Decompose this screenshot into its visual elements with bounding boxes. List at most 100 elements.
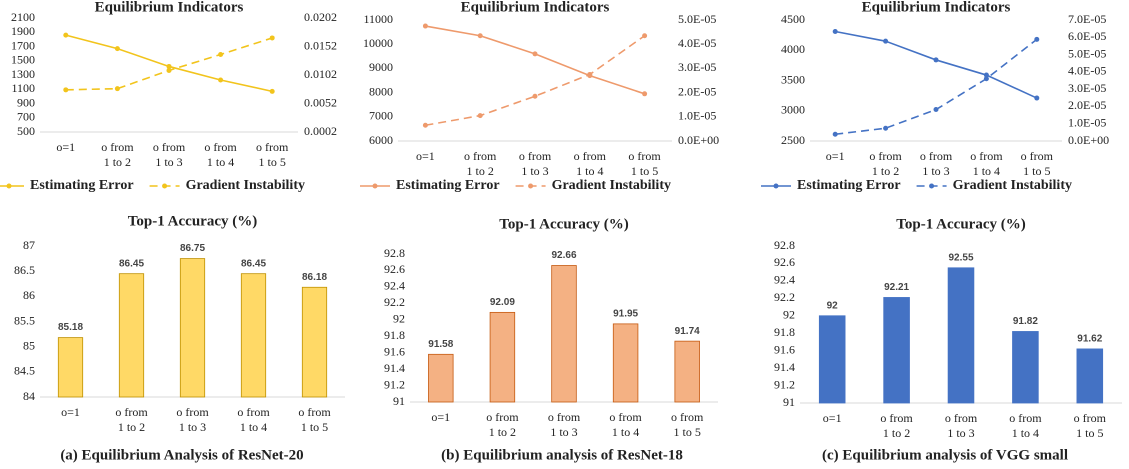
y-tick-label: 91: [783, 395, 795, 409]
x-tick-label: o from 1 to 3: [519, 149, 552, 178]
x-tick-label: o=1: [826, 149, 845, 163]
marker: [587, 71, 593, 77]
line: [835, 30, 1038, 99]
x-tick-label: o from 1 to 2: [464, 149, 497, 178]
data-label: 92.09: [490, 297, 515, 308]
marker: [269, 35, 275, 41]
line: [835, 38, 1038, 136]
x-tick-label: o from 1 to 5: [298, 405, 331, 434]
y-tick-label: 86.5: [14, 263, 35, 277]
data-label: 91.58: [428, 339, 453, 350]
marker: [832, 131, 838, 137]
y-tick-label: 700: [17, 110, 35, 124]
legend-marker: [6, 183, 12, 189]
x-tick-label: o from 1 to 2: [869, 149, 902, 178]
legend-marker: [773, 183, 779, 189]
data-label: 91.95: [613, 309, 638, 320]
y-tick-label: 92.2: [774, 290, 795, 304]
x-tick-label: o from 1 to 4: [1009, 411, 1042, 440]
y2-tick-label: 0.0E+00: [1068, 133, 1109, 147]
y-tick-label: 91.2: [774, 377, 795, 391]
caption: (b) Equilibrium analysis of ResNet-18: [441, 447, 683, 463]
data-label: 92.55: [948, 252, 973, 263]
x-tick-label: o from 1 to 5: [1021, 149, 1054, 178]
marker: [166, 63, 172, 69]
x-tick-label: o from 1 to 5: [1074, 411, 1107, 440]
y-tick-label: 91.4: [384, 361, 405, 375]
y-tick-label: 92.8: [384, 246, 405, 260]
y-tick-label: 92.4: [774, 273, 795, 287]
y-tick-label: 1700: [11, 38, 35, 52]
x-tick-label: o from 1 to 3: [920, 149, 953, 178]
chart-title: Equilibrium Indicators: [95, 0, 244, 15]
marker: [477, 33, 483, 39]
marker: [642, 33, 648, 39]
line: [425, 35, 646, 127]
y2-tick-label: 0.0152: [304, 38, 337, 52]
bar: [240, 273, 267, 398]
legend-label: Estimating Error: [30, 178, 134, 193]
y2-tick-label: 4.0E-05: [1068, 64, 1106, 78]
y-tick-label: 4500: [781, 12, 805, 26]
marker: [269, 88, 275, 94]
y-tick-label: 10000: [363, 36, 393, 50]
marker: [114, 46, 120, 52]
data-label: 92: [827, 300, 839, 311]
marker: [983, 76, 989, 82]
y-tick-label: 500: [17, 124, 35, 138]
x-tick-label: o from 1 to 3: [153, 140, 186, 169]
marker: [1034, 95, 1040, 101]
y-tick-label: 91.8: [774, 325, 795, 339]
legend-marker: [929, 183, 935, 189]
y-tick-label: 1900: [11, 24, 35, 38]
data-label: 91.74: [675, 326, 700, 337]
marker: [1034, 36, 1040, 42]
y2-tick-label: 0.0202: [304, 10, 337, 24]
marker: [983, 72, 989, 78]
y2-tick-label: 1.0E-05: [678, 109, 716, 123]
y-tick-label: 7000: [369, 109, 393, 123]
data-label: 85.18: [58, 322, 83, 333]
x-tick-label: o from 1 to 2: [101, 140, 134, 169]
y-tick-label: 91.6: [774, 342, 795, 356]
x-tick-label: o from 1 to 3: [176, 405, 209, 434]
chart-title: Top-1 Accuracy (%): [499, 216, 628, 232]
x-tick-label: o from 1 to 2: [880, 411, 913, 440]
y2-tick-label: 6.0E-05: [1068, 29, 1106, 43]
y2-tick-label: 7.0E-05: [1068, 12, 1106, 26]
marker: [642, 91, 648, 97]
legend-label: Estimating Error: [396, 178, 500, 193]
bar: [118, 273, 145, 398]
marker: [63, 87, 69, 93]
y2-tick-label: 0.0002: [304, 124, 337, 138]
y2-tick-label: 5.0E-05: [1068, 46, 1106, 60]
marker: [532, 51, 538, 57]
bar: [674, 340, 700, 403]
y-tick-label: 2500: [781, 133, 805, 147]
x-tick-label: o from 1 to 2: [115, 405, 148, 434]
x-tick-label: o=1: [416, 149, 435, 163]
marker: [933, 57, 939, 63]
x-tick-label: o from 1 to 4: [204, 140, 237, 169]
chart-title: Top-1 Accuracy (%): [128, 213, 257, 229]
y-tick-label: 92: [783, 308, 795, 322]
x-tick-label: o=1: [823, 411, 842, 425]
x-tick-label: o from 1 to 5: [256, 140, 289, 169]
data-label: 86.75: [180, 243, 205, 254]
x-tick-label: o from 1 to 5: [628, 149, 661, 178]
line: [65, 34, 273, 93]
marker: [532, 93, 538, 99]
x-tick-label: o from 1 to 4: [970, 149, 1003, 178]
bar: [57, 337, 84, 398]
marker: [933, 107, 939, 113]
data-label: 92.21: [884, 282, 909, 293]
y-tick-label: 91.6: [384, 344, 405, 358]
marker: [883, 38, 889, 44]
y2-tick-label: 3.0E-05: [678, 60, 716, 74]
y-tick-label: 1100: [11, 81, 35, 95]
legend-label: Gradient Instability: [552, 178, 671, 193]
chart-title: Top-1 Accuracy (%): [896, 216, 1025, 232]
y2-tick-label: 5.0E-05: [678, 12, 716, 26]
y2-tick-label: 0.0E+00: [678, 133, 719, 147]
marker: [114, 86, 120, 92]
